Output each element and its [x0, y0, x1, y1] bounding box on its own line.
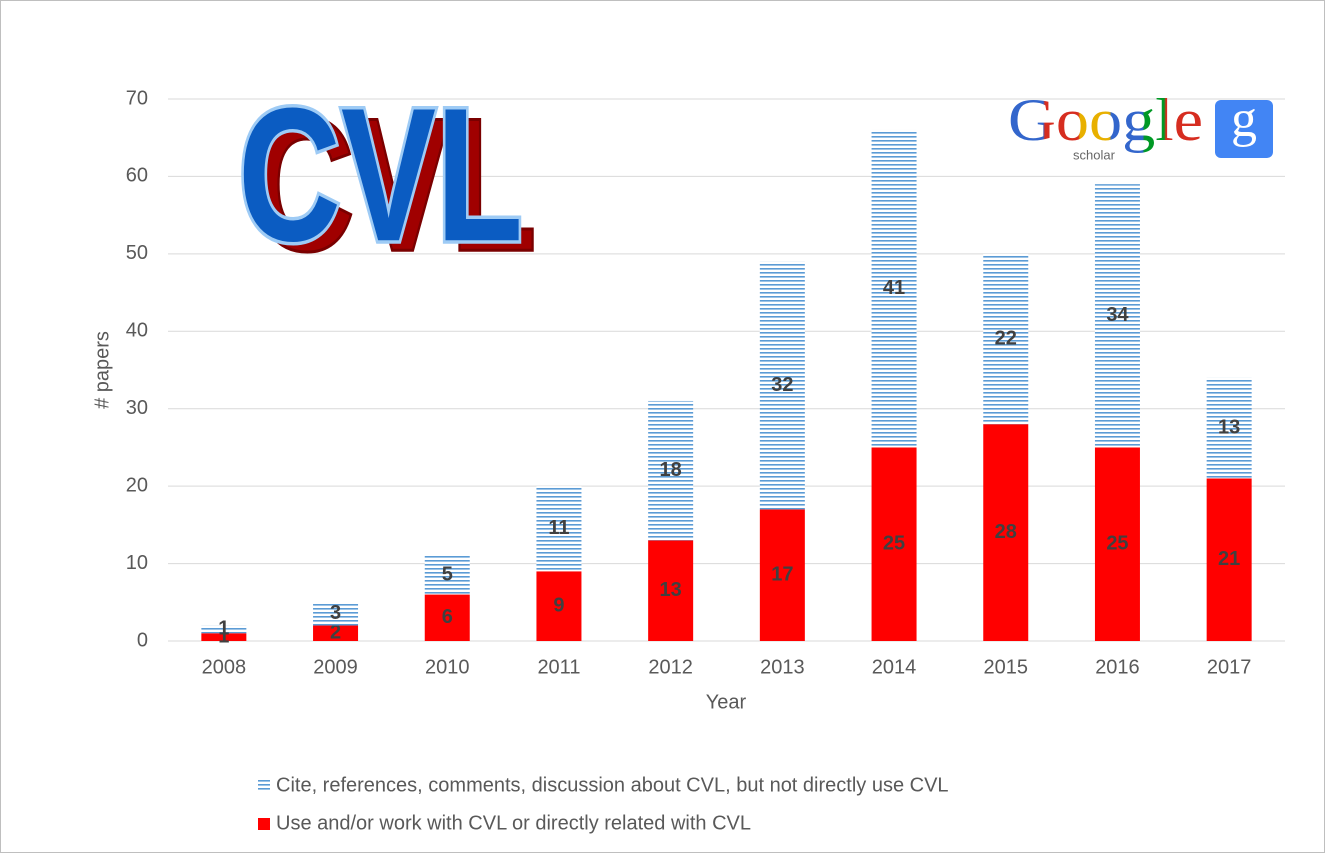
legend-marker	[258, 780, 270, 792]
bar-segment	[201, 625, 247, 634]
data-label: 9	[553, 594, 564, 616]
x-tick-label: 2009	[313, 656, 358, 678]
cvl-text: CVL	[238, 69, 523, 281]
x-tick-label: 2014	[872, 656, 917, 678]
google-scholar-logo: Google scholar g	[1008, 87, 1273, 162]
y-tick-label: 70	[126, 87, 148, 109]
data-label: 28	[995, 521, 1017, 543]
x-tick-label: 2016	[1095, 656, 1140, 678]
data-label: 21	[1218, 548, 1240, 570]
legend-label: Use and/or work with CVL or directly rel…	[276, 812, 751, 834]
y-tick-label: 30	[126, 397, 148, 419]
scholar-icon-letter: g	[1231, 91, 1257, 148]
bar-segment	[1206, 478, 1252, 641]
bar-segment	[871, 447, 917, 641]
data-label: 5	[442, 563, 453, 585]
bar-segment	[536, 486, 582, 572]
scholar-icon	[1215, 100, 1273, 158]
x-tick-label: 2015	[984, 656, 1029, 678]
bar-segment	[983, 253, 1029, 425]
data-label: 1	[218, 618, 229, 640]
legend: Cite, references, comments, discussion a…	[258, 774, 949, 834]
data-label: 34	[1106, 304, 1129, 326]
bars: 2008 11 2009 23 2010 6 5 2011 9 11 2012 13 18 2013 17 3…	[201, 129, 1252, 678]
y-tick-label: 60	[126, 165, 148, 187]
bar-segment	[871, 129, 917, 448]
data-label: 18	[660, 459, 682, 481]
legend-label: Cite, references, comments, discussion a…	[276, 774, 949, 796]
data-label: 2	[330, 622, 341, 644]
y-tick-label: 40	[126, 320, 148, 342]
legend-marker	[258, 818, 270, 830]
x-tick-label: 2010	[425, 656, 470, 678]
x-tick-label: 2012	[648, 656, 693, 678]
bar-segment	[759, 261, 805, 510]
data-label: 32	[771, 374, 793, 396]
x-axis-label: Year	[706, 691, 747, 713]
scholar-text: scholar	[1073, 147, 1116, 162]
data-label: 25	[883, 532, 905, 554]
y-tick-label: 20	[126, 474, 148, 496]
data-label: 13	[1218, 416, 1240, 438]
data-label: 3	[330, 602, 341, 624]
x-tick-label: 2008	[202, 656, 247, 678]
bar-segment	[424, 594, 470, 641]
bar-segment	[201, 633, 247, 641]
data-label: 11	[548, 517, 569, 539]
cvl-logo: CVL CVL	[235, 66, 539, 293]
x-tick-label: 2017	[1207, 656, 1252, 678]
data-label: 22	[995, 327, 1017, 349]
data-label: 1	[218, 625, 229, 647]
bar-segment	[313, 602, 359, 626]
y-axis-label: # papers	[91, 331, 113, 409]
bar-segment	[313, 625, 359, 641]
data-label: 6	[442, 606, 453, 628]
data-label: 41	[883, 277, 905, 299]
bar-segment	[1094, 447, 1140, 641]
x-tick-label: 2011	[537, 656, 580, 678]
bar-segment	[1094, 184, 1140, 448]
bar-segment	[983, 424, 1029, 641]
y-tick-label: 50	[126, 242, 148, 264]
bar-segment	[536, 571, 582, 641]
data-label: 25	[1106, 532, 1128, 554]
bar-segment	[759, 509, 805, 641]
data-label: 17	[771, 563, 793, 585]
cvl-shadow: CVL	[252, 79, 537, 291]
x-tick-label: 2013	[760, 656, 805, 678]
bar-segment	[424, 555, 470, 595]
bar-segment	[648, 400, 694, 541]
data-label: 13	[660, 579, 682, 601]
bar-segment	[1206, 377, 1252, 479]
google-text: Google	[1008, 87, 1203, 153]
bar-segment	[648, 540, 694, 641]
y-tick-label: 0	[137, 629, 148, 651]
y-tick-label: 10	[126, 552, 148, 574]
